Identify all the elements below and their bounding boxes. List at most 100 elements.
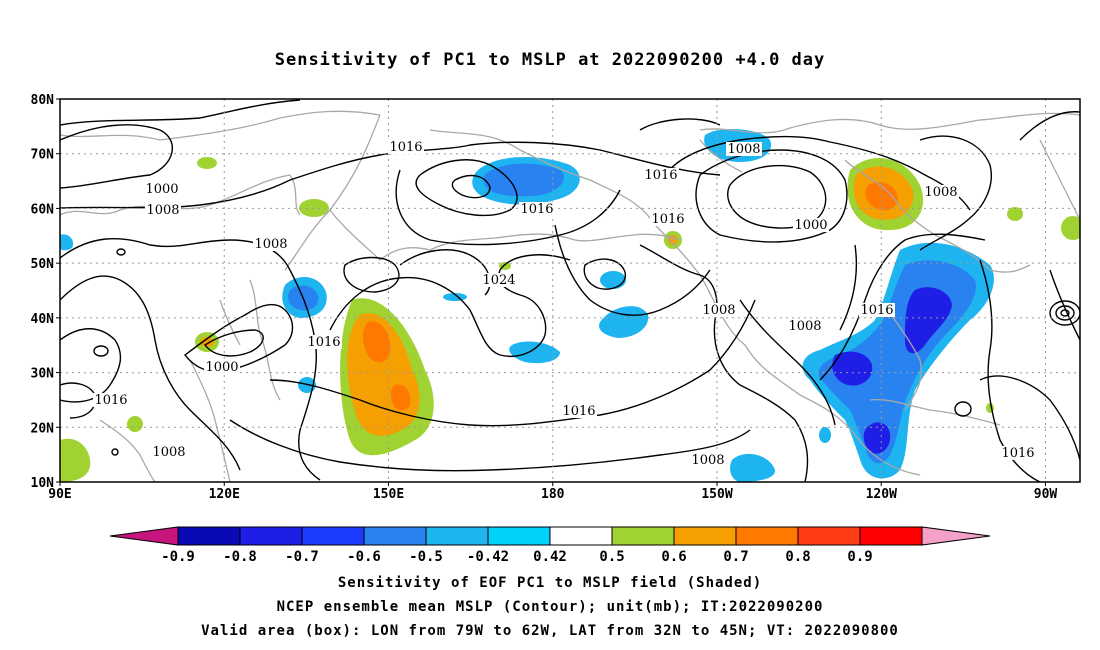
contour-labels: 1016 1000 1008 1008 1016 1024 1016 1000 1016 1008… [93,140,1036,468]
colorbar-label: -0.6 [347,549,381,565]
contour-label: 1016 [94,393,127,408]
longitude-label: 120W [866,487,897,502]
contour-label-background [144,182,180,196]
contour-label: 1016 [651,212,684,227]
contour-label: 1008 [727,142,760,157]
caption-line-2: NCEP ensemble mean MSLP (Contour); unit(… [276,599,824,615]
contour-label-background [643,168,679,182]
coastlines [60,110,1080,482]
negative-sensitivity-patch [730,453,776,482]
contour-label: 1016 [860,303,893,318]
colorbar-segment [487,526,551,546]
contour-label: 1008 [146,203,179,218]
latitude-label: 10N [31,476,55,491]
longitude-label: 150W [701,487,732,502]
map-frame [59,98,1081,483]
contour-label: 1016 [520,202,553,217]
latitude-label: 20N [31,421,55,436]
mslp-contours [60,99,1080,482]
colorbar-label: 0.7 [723,549,748,565]
colorbar-label: -0.9 [161,549,195,565]
negative-sensitivity-patch [600,271,626,289]
contour-label: 1008 [152,445,185,460]
longitude-label: 90W [1034,487,1058,502]
caption-line-1: Sensitivity of EOF PC1 to MSLP field (Sh… [337,575,763,591]
latitude-label: 70N [31,148,55,163]
positive-sensitivity-patch [197,157,217,169]
positive-sensitivity-patch [1007,207,1023,221]
colorbar-label: 0.6 [661,549,686,565]
longitude-label: 90E [48,487,71,502]
contour-label: 1008 [691,453,724,468]
contour-label: 1016 [644,168,677,183]
contour-label-background [93,393,129,407]
latitude-label: 80N [31,93,55,108]
negative-sensitivity-patch [599,306,649,338]
contour-label-background [793,218,829,232]
contour-label: 1024 [482,273,515,288]
colorbar-label: -0.8 [223,549,257,565]
contour-label: 1008 [702,303,735,318]
colorbar-label: 0.8 [785,549,810,565]
negative-sensitivity-patch [819,427,831,443]
colorbar-lower-extension [109,526,179,546]
colorbar-segment [239,526,303,546]
longitude-labels: 90E120E150E180150W120W90W60W [48,482,1058,502]
contour-label-background [1000,446,1036,460]
contour-label-background [204,360,240,374]
contour-label: 1000 [205,360,238,375]
sensitivity-field [60,128,1080,482]
colorbar-label: 0.5 [599,549,624,565]
negative-sensitivity-max [863,422,891,454]
contour-label: 1016 [389,140,422,155]
contour-label: 1008 [924,185,957,200]
positive-sensitivity-patch [60,438,91,482]
colorbar-segment [363,526,427,546]
contour-label-background [923,185,959,199]
colorbar-segment [549,526,613,546]
colorbar-label: -0.7 [285,549,319,565]
positive-sensitivity-patch [200,337,214,347]
contour-label: 1016 [1001,446,1034,461]
contour-label: 1016 [307,335,340,350]
contour-label-background [726,142,762,156]
contour-label-background [650,212,686,226]
contour-label-background [787,319,823,333]
longitude-label: 180 [541,487,565,502]
contour-label-background [388,140,424,154]
colorbar-segment [177,526,241,546]
contour-label-background [519,202,555,216]
caption-line-3: Valid area (box): LON from 79W to 62W, L… [201,623,899,639]
colorbar-label: 0.42 [533,549,567,565]
contour-label-background [561,404,597,418]
latitude-label: 50N [31,257,55,272]
colorbar-segment [301,526,365,546]
latitude-label: 40N [31,312,55,327]
contour-label: 1008 [254,237,287,252]
contour-label: 1000 [145,182,178,197]
contour-label-background [690,453,726,467]
contour-label-background [151,445,187,459]
contour-label-background [701,303,737,317]
contour-label-background [253,237,289,251]
colorbar-segment [425,526,489,546]
colorbar: -0.9 -0.8 -0.7 -0.6 -0.5 -0.42 0.42 0.5 0.6 0.7 0.… [109,526,991,565]
contour-label: 1000 [794,218,827,233]
negative-sensitivity-core [483,163,564,197]
colorbar-label: 0.9 [847,549,872,565]
negative-sensitivity-max [832,351,873,386]
negative-sensitivity-max [905,287,952,354]
latitude-label: 30N [31,367,55,382]
colorbar-label: -0.42 [467,549,509,565]
colorbar-segment [859,526,923,546]
colorbar-segment [735,526,799,546]
positive-sensitivity-patch [127,416,143,432]
contour-label-background [306,335,342,349]
contour-label-background [859,303,895,317]
positive-sensitivity-max [390,384,411,411]
colorbar-segment [611,526,675,546]
contour-label: 1016 [562,404,595,419]
map-title: Sensitivity of PC1 to MSLP at 2022090200… [274,50,826,70]
colorbar-segment [673,526,737,546]
